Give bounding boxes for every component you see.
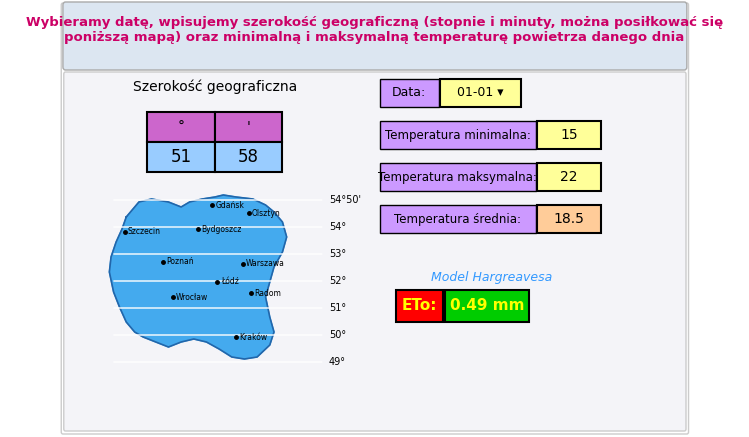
Text: 51: 51	[171, 148, 192, 166]
Text: °: °	[178, 120, 185, 134]
Text: 53°: 53°	[329, 249, 346, 259]
Bar	[440, 79, 521, 107]
Polygon shape	[109, 195, 287, 359]
Text: Temperatura maksymalna:: Temperatura maksymalna:	[378, 170, 537, 184]
Bar	[537, 163, 601, 191]
Bar	[215, 112, 282, 142]
Bar	[380, 205, 536, 233]
FancyBboxPatch shape	[64, 72, 686, 431]
Text: 15: 15	[560, 128, 578, 142]
Text: 54°50': 54°50'	[329, 195, 361, 205]
Text: Model Hargreavesa: Model Hargreavesa	[431, 271, 552, 284]
Bar	[537, 121, 601, 149]
Text: Szerokość geograficzna: Szerokość geograficzna	[133, 80, 297, 94]
Text: 0.49 mm: 0.49 mm	[449, 298, 524, 313]
Text: 58: 58	[238, 148, 259, 166]
Text: Warszawa: Warszawa	[246, 260, 285, 268]
Text: Wybieramy datę, wpisujemy szerokość geograficzną (stopnie i minuty, można posiłk: Wybieramy datę, wpisujemy szerokość geog…	[26, 16, 723, 44]
Text: Bydgoszcz: Bydgoszcz	[201, 225, 242, 233]
Text: Poznań: Poznań	[166, 257, 193, 267]
Text: 18.5: 18.5	[554, 212, 584, 226]
Text: Łódź: Łódź	[221, 277, 239, 287]
Text: Olsztyn: Olsztyn	[252, 208, 281, 218]
Bar	[537, 205, 601, 233]
Text: 51°: 51°	[329, 303, 346, 313]
Text: Wrocław: Wrocław	[176, 292, 208, 302]
Text: 01-01 ▾: 01-01 ▾	[457, 87, 503, 100]
Text: Gdańsk: Gdańsk	[216, 201, 245, 209]
Bar	[396, 290, 443, 322]
Bar	[148, 142, 215, 172]
Text: 22: 22	[560, 170, 577, 184]
Bar	[445, 290, 529, 322]
Bar	[215, 142, 282, 172]
Text: Szczecin: Szczecin	[128, 228, 161, 236]
Bar	[380, 79, 439, 107]
Text: Temperatura minimalna:: Temperatura minimalna:	[385, 128, 530, 142]
Text: ETo:: ETo:	[401, 298, 437, 313]
Bar	[380, 121, 536, 149]
Text: Radom: Radom	[255, 288, 282, 298]
Text: 49°: 49°	[329, 357, 346, 367]
Text: ': '	[246, 120, 251, 134]
Text: 54°: 54°	[329, 222, 346, 232]
Text: 50°: 50°	[329, 330, 346, 340]
Text: Kraków: Kraków	[240, 333, 267, 341]
Text: 52°: 52°	[329, 276, 346, 286]
FancyBboxPatch shape	[63, 2, 687, 70]
Text: Temperatura średnia:: Temperatura średnia:	[394, 212, 521, 225]
Bar	[148, 112, 215, 142]
Bar	[380, 163, 536, 191]
FancyBboxPatch shape	[61, 3, 688, 434]
Text: Data:: Data:	[392, 87, 426, 100]
